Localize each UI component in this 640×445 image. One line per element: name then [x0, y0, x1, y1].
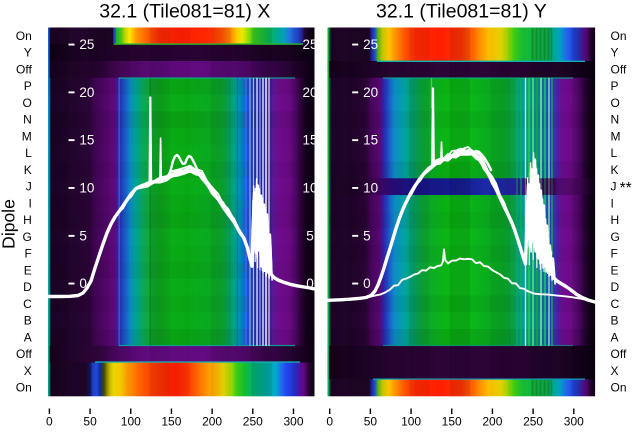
svg-text:N: N — [611, 113, 620, 127]
svg-text:32.1 (Tile081=81) Y: 32.1 (Tile081=81) Y — [376, 1, 547, 23]
svg-text:D: D — [611, 280, 620, 294]
svg-text:K: K — [24, 163, 32, 177]
svg-text:E: E — [24, 263, 32, 277]
svg-text:P: P — [611, 79, 619, 93]
svg-text:5: 5 — [306, 228, 314, 243]
svg-text:I: I — [28, 196, 31, 210]
svg-text:100: 100 — [401, 414, 421, 428]
svg-text:150: 150 — [442, 414, 462, 428]
svg-text:On: On — [16, 381, 32, 395]
svg-text:200: 200 — [482, 414, 502, 428]
svg-text:O: O — [611, 96, 620, 110]
svg-text:250: 250 — [243, 414, 263, 428]
svg-text:200: 200 — [202, 414, 222, 428]
svg-text:Off: Off — [16, 347, 32, 361]
svg-text:Y: Y — [24, 46, 32, 60]
svg-text:25: 25 — [79, 37, 94, 52]
svg-text:X: X — [611, 364, 619, 378]
svg-text:J **: J ** — [611, 180, 632, 197]
svg-text:On: On — [611, 29, 627, 43]
svg-text:F: F — [24, 247, 31, 261]
svg-text:On: On — [16, 29, 32, 43]
svg-text:L: L — [611, 146, 618, 160]
svg-text:D: D — [23, 280, 32, 294]
svg-text:5: 5 — [363, 228, 371, 243]
svg-text:G: G — [611, 230, 620, 244]
svg-text:O: O — [22, 96, 31, 110]
svg-text:100: 100 — [121, 414, 141, 428]
svg-text:15: 15 — [302, 133, 317, 148]
svg-text:Off: Off — [16, 62, 32, 76]
svg-text:10: 10 — [302, 181, 317, 196]
svg-text:P: P — [24, 79, 32, 93]
svg-text:Y: Y — [611, 46, 619, 60]
svg-text:B: B — [24, 314, 32, 328]
svg-text:20: 20 — [302, 85, 317, 100]
svg-text:10: 10 — [79, 181, 94, 196]
svg-text:On: On — [611, 381, 627, 395]
svg-text:C: C — [611, 297, 620, 311]
svg-text:300: 300 — [564, 414, 584, 428]
svg-text:5: 5 — [79, 228, 87, 243]
svg-text:N: N — [23, 113, 32, 127]
svg-text:10: 10 — [363, 181, 378, 196]
svg-text:0: 0 — [46, 414, 53, 428]
svg-text:F: F — [611, 247, 618, 261]
svg-text:I: I — [611, 196, 614, 210]
svg-text:L: L — [25, 146, 32, 160]
svg-text:20: 20 — [363, 85, 378, 100]
svg-text:50: 50 — [364, 414, 378, 428]
svg-text:50: 50 — [83, 414, 97, 428]
svg-text:25: 25 — [302, 37, 317, 52]
svg-text:K: K — [611, 163, 619, 177]
svg-text:J: J — [26, 180, 32, 194]
svg-text:32.1 (Tile081=81) X: 32.1 (Tile081=81) X — [99, 1, 270, 23]
svg-text:0: 0 — [363, 276, 371, 291]
svg-text:15: 15 — [363, 133, 378, 148]
svg-text:250: 250 — [523, 414, 543, 428]
svg-text:15: 15 — [79, 133, 94, 148]
svg-text:150: 150 — [161, 414, 181, 428]
svg-text:M: M — [22, 129, 32, 143]
svg-text:C: C — [23, 297, 32, 311]
svg-text:25: 25 — [363, 37, 378, 52]
svg-text:0: 0 — [79, 276, 87, 291]
svg-text:300: 300 — [283, 414, 303, 428]
svg-text:Dipole: Dipole — [0, 199, 19, 249]
svg-text:E: E — [611, 263, 619, 277]
svg-text:H: H — [611, 213, 620, 227]
svg-text:0: 0 — [326, 414, 333, 428]
svg-text:20: 20 — [79, 85, 94, 100]
svg-text:A: A — [611, 330, 619, 344]
svg-text:X: X — [24, 364, 32, 378]
svg-text:B: B — [611, 314, 619, 328]
svg-text:H: H — [23, 213, 32, 227]
svg-text:Off: Off — [611, 347, 627, 361]
svg-text:0: 0 — [306, 276, 314, 291]
svg-text:G: G — [22, 230, 31, 244]
svg-text:Off: Off — [611, 62, 627, 76]
svg-text:M: M — [611, 129, 621, 143]
svg-text:A: A — [24, 330, 32, 344]
